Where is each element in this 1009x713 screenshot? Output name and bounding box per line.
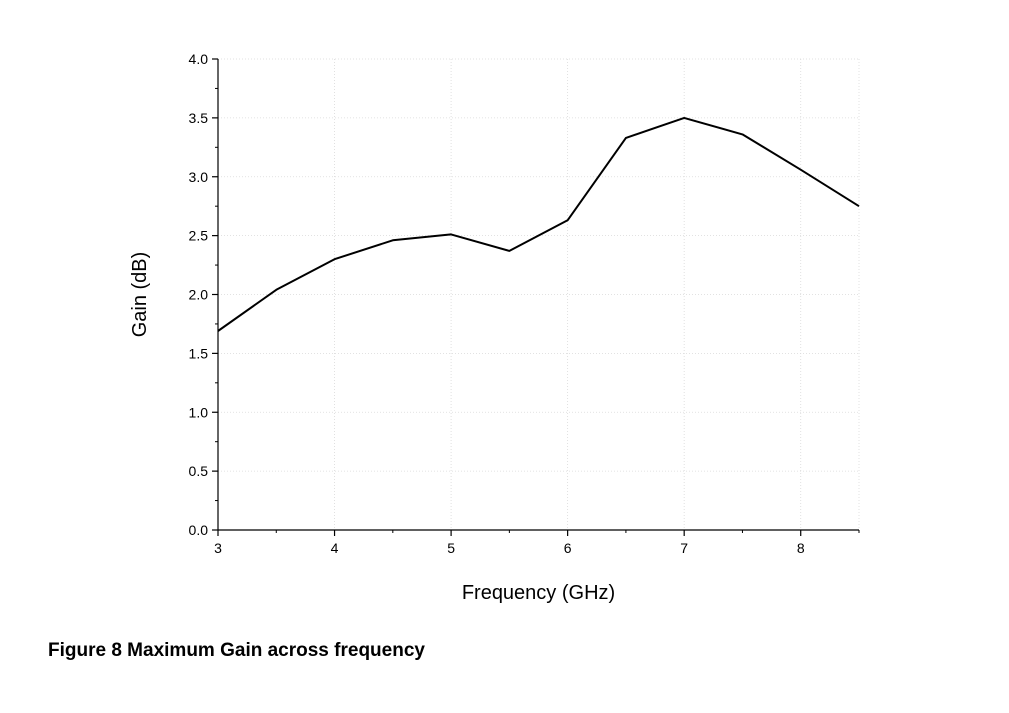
x-tick-label: 6	[564, 540, 572, 556]
x-tick-label: 4	[331, 540, 339, 556]
x-tick-label: 7	[680, 540, 688, 556]
y-tick-label: 2.0	[189, 287, 209, 303]
series	[217, 116, 860, 332]
x-tick-label: 5	[447, 540, 455, 556]
y-tick-label: 0.5	[189, 463, 209, 479]
gain-series-line	[217, 116, 860, 332]
figure-caption: Figure 8 Maximum Gain across frequency	[48, 640, 425, 661]
y-tick-label: 3.5	[189, 110, 209, 126]
y-tick-label: 2.5	[189, 228, 209, 244]
y-tick-label: 4.0	[189, 51, 209, 67]
y-tick-label: 1.5	[189, 345, 209, 361]
x-axis-title: Frequency (GHz)	[462, 582, 615, 604]
y-tick-label: 0.0	[189, 522, 209, 538]
grid-lines	[218, 58, 860, 530]
x-tick-label: 3	[214, 540, 222, 556]
tick-labels: 0.0 0.5 1.0 1.5 2.0 2.5 3.0 3.5 4.0 3 4 5 6 7 8	[189, 51, 805, 556]
tick-marks	[212, 58, 860, 536]
y-tick-label: 3.0	[189, 169, 209, 185]
y-tick-label: 1.0	[189, 404, 209, 420]
y-axis-title: Gain (dB)	[129, 252, 151, 338]
x-tick-label: 8	[797, 540, 805, 556]
